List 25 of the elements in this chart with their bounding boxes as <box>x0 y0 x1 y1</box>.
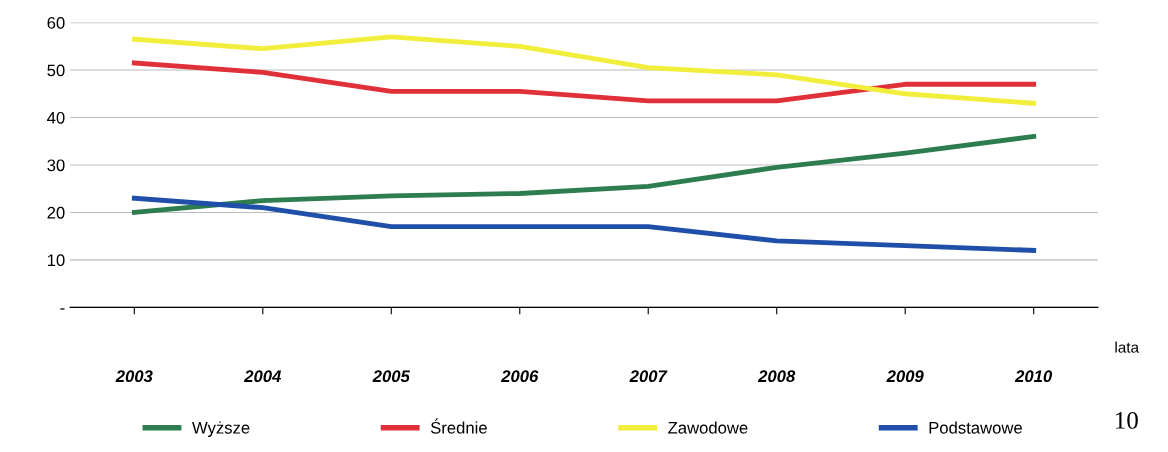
x-tick-label: 2003 <box>115 370 153 383</box>
y-tick-label: - <box>60 308 65 310</box>
line-series <box>131 195 1037 253</box>
legend-label: Podstawowe <box>929 421 1022 434</box>
x-tick-label: 2005 <box>372 370 411 383</box>
x-tick-label: 2007 <box>629 370 668 383</box>
y-tick-label: 60 <box>47 17 65 29</box>
y-tick-label: 50 <box>47 64 65 77</box>
line-series <box>131 60 1037 104</box>
legend-label: Średnie <box>430 418 487 434</box>
line-series <box>131 134 1037 215</box>
x-tick-label: 2008 <box>757 370 796 383</box>
y-tick-label: 30 <box>47 159 65 172</box>
legend-label: Wyższe <box>192 421 250 437</box>
x-tick-label: 2006 <box>500 370 539 383</box>
line-series <box>131 34 1037 106</box>
y-tick-label: 40 <box>47 111 65 124</box>
x-axis-title: lata <box>1115 341 1140 353</box>
legend-label: Zawodowe <box>668 421 748 434</box>
text: 10 <box>1116 411 1138 429</box>
y-tick-label: 10 <box>47 254 65 267</box>
x-tick-label: 2010 <box>1014 370 1053 383</box>
y-tick-label: 20 <box>47 206 65 219</box>
x-tick-label: 2004 <box>244 370 282 383</box>
x-tick-label: 2009 <box>886 370 924 383</box>
